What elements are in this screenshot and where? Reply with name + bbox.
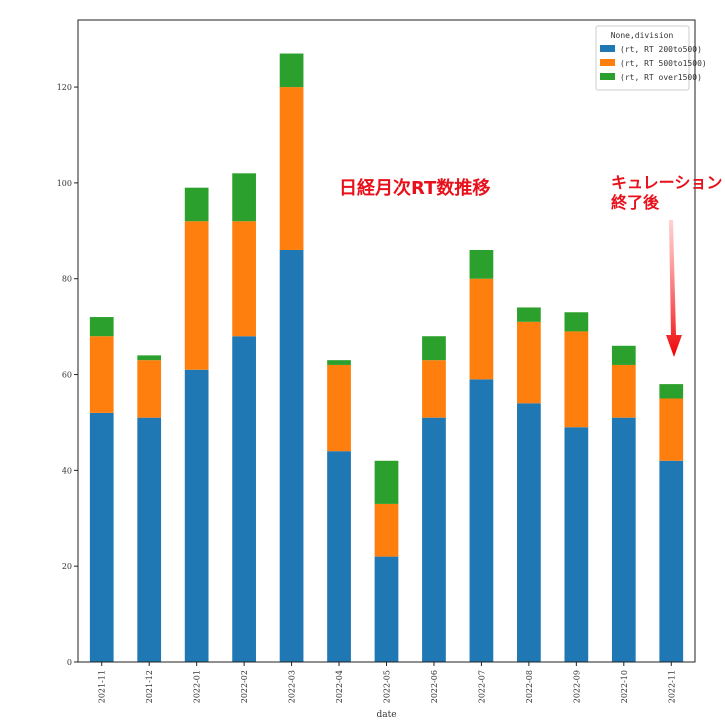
bar-2022-05-series-2	[374, 460, 399, 504]
bar-2022-08-series-2	[517, 307, 541, 322]
y-tick-label: 100	[57, 179, 72, 188]
bar-2022-06-series-2	[422, 336, 446, 361]
bar-2022-11-series-2	[659, 384, 684, 399]
bar-2021-11-series-2	[89, 317, 114, 337]
bar-2022-08-series-0	[517, 403, 541, 662]
x-tick-label: 2022-01	[193, 670, 202, 703]
bar-2021-12-series-1	[137, 360, 162, 418]
bar-2022-09-series-2	[564, 312, 589, 332]
annotation-title: 日経月次RT数推移	[339, 177, 490, 199]
legend-label: (rt, RT 200to500)	[620, 45, 702, 54]
bar-2021-12-series-0	[137, 417, 162, 662]
bar-2022-03-series-1	[279, 87, 304, 250]
bar-2022-04-series-1	[327, 364, 351, 452]
x-tick-label: 2022-06	[430, 670, 439, 703]
bar-2022-07-series-1	[469, 278, 494, 380]
y-tick-label: 120	[57, 83, 72, 92]
bar-2022-08-series-1	[517, 321, 541, 404]
y-axis: 0 20 40 60 80 100 120	[57, 83, 78, 667]
x-tick-label: 2022-08	[525, 670, 534, 703]
bar-2022-09-series-1	[564, 331, 589, 428]
bar-2021-11-series-1	[89, 336, 114, 413]
y-tick-label: 0	[67, 658, 72, 667]
y-tick-label: 20	[62, 562, 72, 571]
y-tick-label: 40	[62, 466, 72, 475]
bar-2022-04-series-2	[327, 360, 351, 365]
bar-2022-04-series-0	[327, 451, 351, 662]
bar-2022-03-series-2	[279, 53, 304, 88]
bar-2022-07-series-0	[469, 379, 494, 662]
bar-2022-01-series-1	[184, 221, 209, 370]
bar-2022-05-series-0	[374, 556, 399, 662]
bars-layer	[89, 53, 684, 662]
x-tick-label: 2022-10	[620, 670, 629, 703]
y-tick-label: 60	[62, 371, 72, 380]
x-axis: 2021-11 2021-12 2022-01 2022-02 2022-03 2022-…	[98, 662, 676, 703]
bar-2022-02-series-1	[232, 221, 256, 337]
bar-2021-12-series-2	[137, 355, 162, 361]
x-tick-label: 2022-04	[335, 670, 344, 703]
bar-2022-09-series-0	[564, 427, 589, 662]
legend-label: (rt, RT 500to1500)	[620, 59, 707, 68]
legend-swatch	[600, 59, 615, 66]
x-axis-label: date	[376, 710, 396, 720]
bar-2022-01-series-0	[184, 369, 209, 662]
y-tick-label: 80	[62, 275, 72, 284]
legend-items: (rt, RT 200to500) (rt, RT 500to1500) (rt, …	[600, 45, 707, 82]
legend-swatch	[600, 45, 615, 52]
bar-2022-11-series-1	[659, 398, 684, 461]
bar-2022-03-series-0	[279, 249, 304, 662]
bar-2022-06-series-1	[422, 360, 446, 418]
bar-2022-10-series-0	[611, 417, 636, 662]
bar-2022-05-series-1	[374, 503, 399, 557]
bar-2022-10-series-2	[611, 345, 636, 365]
x-tick-label: 2022-05	[383, 670, 392, 703]
bar-2021-11-series-0	[89, 412, 114, 662]
x-tick-label: 2022-02	[240, 670, 249, 703]
x-tick-label: 2022-11	[667, 670, 676, 703]
x-tick-label: 2022-03	[288, 670, 297, 703]
legend-box	[595, 25, 690, 91]
bar-2022-06-series-0	[422, 417, 446, 662]
bar-2022-10-series-1	[611, 364, 636, 418]
x-tick-label: 2022-07	[477, 670, 486, 703]
x-tick-label: 2021-11	[98, 670, 107, 703]
legend-swatch	[600, 73, 615, 80]
bar-2022-02-series-0	[232, 336, 256, 662]
legend: None,division (rt, RT 200to500) (rt, RT 5…	[595, 25, 707, 91]
legend-title: None,division	[611, 31, 674, 40]
annotation-arrow-icon	[666, 220, 682, 357]
bar-2022-11-series-0	[659, 460, 684, 662]
x-tick-label: 2021-12	[145, 670, 154, 703]
legend-label: (rt, RT over1500)	[620, 73, 702, 82]
annotation-note-line1: キュレーション	[611, 173, 722, 192]
bar-2022-07-series-2	[469, 249, 494, 279]
bar-2022-01-series-2	[184, 187, 209, 222]
annotation-note-line2: 終了後	[611, 193, 660, 212]
x-tick-label: 2022-09	[572, 670, 581, 703]
bar-2022-02-series-2	[232, 173, 256, 222]
